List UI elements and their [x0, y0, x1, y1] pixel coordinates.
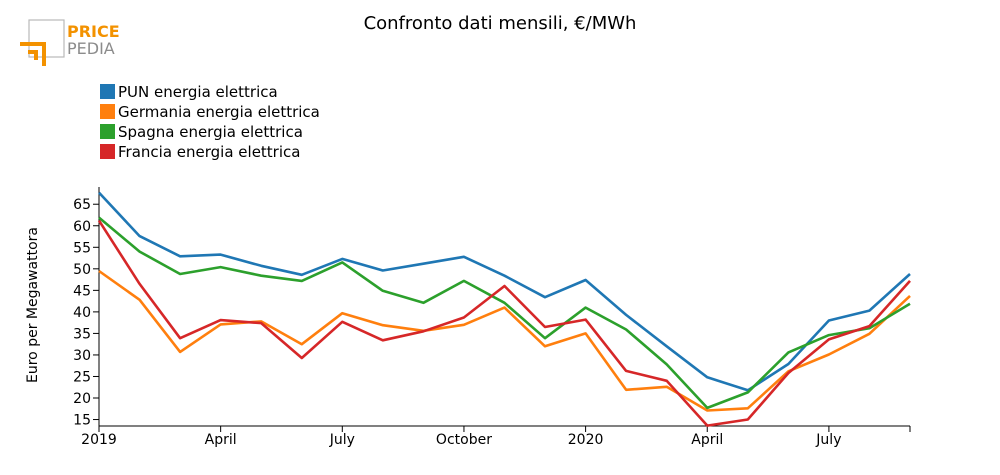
logo-word-pedia: PEDIA — [67, 39, 115, 58]
y-axis: 15 20 25 30 35 40 45 50 55 60 65 — [73, 187, 99, 429]
legend-swatch — [100, 144, 115, 159]
legend-label: Francia energia elettrica — [118, 143, 300, 161]
chart-title: Confronto dati mensili, €/MWh — [364, 13, 637, 34]
y-tick-label: 55 — [73, 240, 91, 256]
legend-label: PUN energia elettrica — [118, 83, 278, 101]
x-tick-label: October — [436, 432, 492, 448]
series-lines — [99, 193, 910, 426]
x-tick-label: 2020 — [568, 432, 604, 448]
y-tick-label: 15 — [73, 413, 91, 429]
y-tick-label: 45 — [73, 283, 91, 299]
y-tick-label: 60 — [73, 219, 91, 235]
y-tick-label: 40 — [73, 305, 91, 321]
legend-swatch — [100, 124, 115, 139]
series-line-germania — [99, 271, 910, 411]
legend: PUN energia elettrica Germania energia el… — [100, 83, 320, 161]
y-tick-label: 50 — [73, 262, 91, 278]
x-tick-label: April — [205, 432, 237, 448]
legend-swatch — [100, 84, 115, 99]
pricepedia-logo: PRICE PEDIA — [20, 20, 120, 66]
x-tick-label: 2019 — [81, 432, 117, 448]
series-line-spagna — [99, 218, 910, 408]
y-tick-label: 30 — [73, 348, 91, 364]
y-axis-label: Euro per Megawattora — [25, 227, 41, 383]
legend-label: Germania energia elettrica — [118, 103, 320, 121]
legend-label: Spagna energia elettrica — [118, 123, 303, 141]
y-tick-label: 65 — [73, 197, 91, 213]
legend-swatch — [100, 104, 115, 119]
y-tick-label: 35 — [73, 326, 91, 342]
y-tick-label: 20 — [73, 391, 91, 407]
y-tick-label: 25 — [73, 369, 91, 385]
x-axis: 2019 April July October 2020 April July — [81, 426, 910, 448]
x-tick-label: July — [815, 432, 841, 448]
x-tick-label: July — [329, 432, 355, 448]
x-tick-label: April — [691, 432, 723, 448]
logo-mark-outer — [20, 44, 44, 66]
series-line-pun — [99, 193, 910, 391]
